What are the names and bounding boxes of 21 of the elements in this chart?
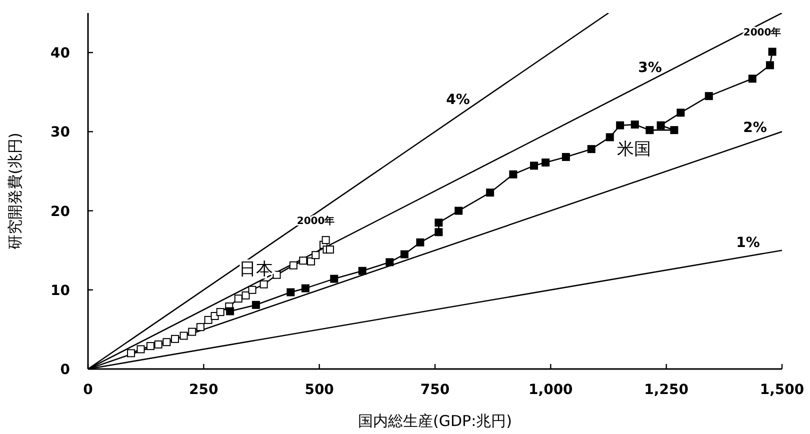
series-label: 3%: [638, 60, 662, 76]
series-label: 2%: [743, 120, 767, 136]
x-axis-title: 国内総生産(GDP:兆円): [358, 412, 512, 430]
y-tick-label: 10: [50, 282, 70, 299]
series-label: 日本: [239, 260, 273, 280]
series-label: 米国: [617, 140, 651, 160]
y-axis-title: 研究開発費(兆円): [6, 132, 24, 250]
x-tick-label: 0: [83, 382, 94, 398]
x-tick-label: 1,000: [528, 382, 574, 398]
x-tick-label: 1,250: [644, 382, 689, 398]
annotation: 2000年: [743, 26, 782, 38]
series-label: 1%: [736, 234, 760, 251]
x-tick-label: 250: [189, 382, 219, 398]
y-tick-label: 30: [50, 124, 70, 141]
y-tick-label: 20: [50, 204, 70, 220]
x-tick-label: 750: [420, 382, 450, 398]
x-tick-label: 500: [304, 382, 334, 398]
x-tick-label: 1,500: [760, 382, 804, 398]
series-label: 4%: [446, 92, 470, 108]
y-tick-label: 40: [50, 46, 70, 62]
y-tick-label: 0: [60, 362, 70, 378]
